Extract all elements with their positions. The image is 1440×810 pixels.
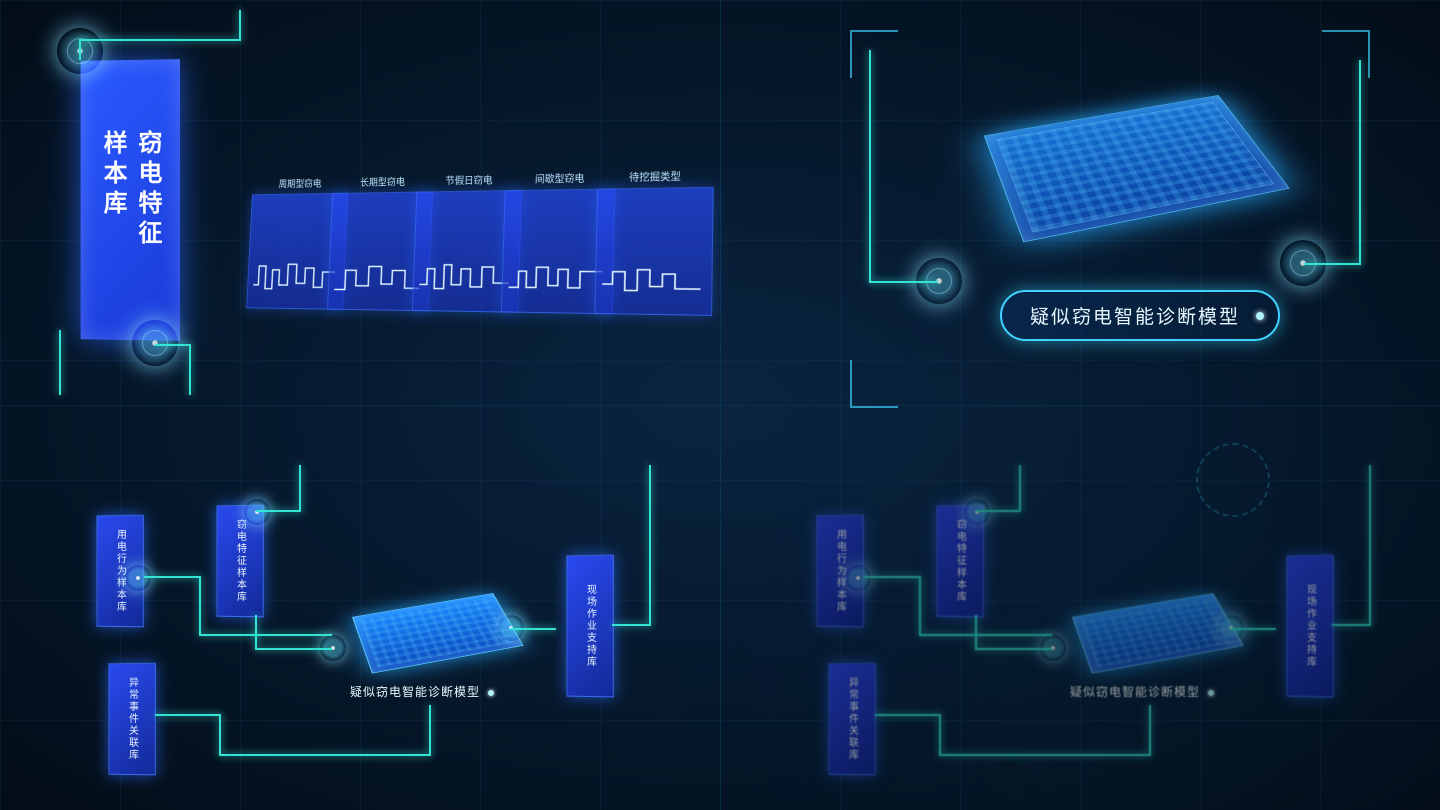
waveform-icon xyxy=(417,257,513,304)
chip-caption: 疑似窃电智能诊断模型 xyxy=(350,683,494,700)
quadrant-3: 用电行为样本库 窃电特征样本库 异常事件关联库 现场作业支持库 疑似窃电智能诊断… xyxy=(0,405,720,810)
glow-node-icon xyxy=(320,635,346,661)
glow-node-icon xyxy=(132,320,178,366)
glow-node-icon xyxy=(1218,615,1244,641)
glow-node-icon xyxy=(964,499,990,525)
server-label: 现场作业支持库 xyxy=(1303,584,1318,668)
waveform-icon xyxy=(506,257,607,305)
chip-model xyxy=(984,95,1290,242)
chip-model-small xyxy=(1072,593,1244,674)
model-pill-text: 疑似窃电智能诊断模型 xyxy=(1030,307,1240,328)
server-label: 用电行为样本库 xyxy=(113,529,128,613)
bracket-corner-icon xyxy=(1322,30,1370,78)
server-label: 窃电特征样本库 xyxy=(953,519,968,603)
sample-library-panel: 窃电特征样本库 xyxy=(81,59,180,341)
chip-model-small xyxy=(352,593,524,674)
server-field: 现场作业支持库 xyxy=(567,555,614,698)
glow-node-icon xyxy=(498,615,524,641)
chip-caption: 疑似窃电智能诊断模型 xyxy=(1070,683,1214,700)
quadrant-2: 疑似窃电智能诊断模型 xyxy=(720,0,1440,405)
quadrant-1: 窃电特征样本库 周期型窃电 长期型窃电 节假日窃电 间歇型窃电 xyxy=(0,0,720,405)
server-field: 现场作业支持库 xyxy=(1287,555,1334,698)
stage: 窃电特征样本库 周期型窃电 长期型窃电 节假日窃电 间歇型窃电 xyxy=(0,0,1440,810)
card-title: 周期型窃电 xyxy=(278,175,322,190)
waveform-icon xyxy=(332,257,424,302)
glow-node-icon xyxy=(845,565,871,591)
waveform-icon xyxy=(600,257,706,306)
glow-node-icon xyxy=(57,28,103,74)
server-label: 窃电特征样本库 xyxy=(233,519,248,603)
card-unknown: 待挖掘类型 xyxy=(594,187,713,316)
glow-node-icon xyxy=(125,565,151,591)
glow-node-icon xyxy=(916,258,962,304)
glow-node-icon xyxy=(1040,635,1066,661)
flow-diagram: 用电行为样本库 窃电特征样本库 异常事件关联库 现场作业支持库 疑似窃电智能诊断… xyxy=(0,405,720,810)
glow-node-icon xyxy=(244,499,270,525)
waveform-cards: 周期型窃电 长期型窃电 节假日窃电 间歇型窃电 待挖掘类型 xyxy=(261,187,713,316)
server-label: 现场作业支持库 xyxy=(583,584,598,668)
server-anomaly: 异常事件关联库 xyxy=(829,663,876,776)
card-title: 长期型窃电 xyxy=(360,174,405,189)
card-title: 待挖掘类型 xyxy=(629,168,681,184)
server-label: 异常事件关联库 xyxy=(125,677,140,761)
glow-node-icon xyxy=(1280,240,1326,286)
flow-diagram-dim: 用电行为样本库 窃电特征样本库 异常事件关联库 现场作业支持库 疑似窃电智能诊断… xyxy=(720,405,1440,810)
quadrant-4: 用电行为样本库 窃电特征样本库 异常事件关联库 现场作业支持库 疑似窃电智能诊断… xyxy=(720,405,1440,810)
server-anomaly: 异常事件关联库 xyxy=(109,663,156,776)
sample-library-title: 窃电特征样本库 xyxy=(95,130,165,271)
model-pill-label: 疑似窃电智能诊断模型 xyxy=(1000,290,1280,341)
waveform-icon xyxy=(251,257,339,301)
server-label: 用电行为样本库 xyxy=(833,529,848,613)
card-title: 节假日窃电 xyxy=(445,172,493,188)
bracket-corner-icon xyxy=(850,360,898,408)
server-label: 异常事件关联库 xyxy=(845,677,860,761)
bracket-corner-icon xyxy=(850,30,898,78)
card-title: 间歇型窃电 xyxy=(535,170,585,186)
